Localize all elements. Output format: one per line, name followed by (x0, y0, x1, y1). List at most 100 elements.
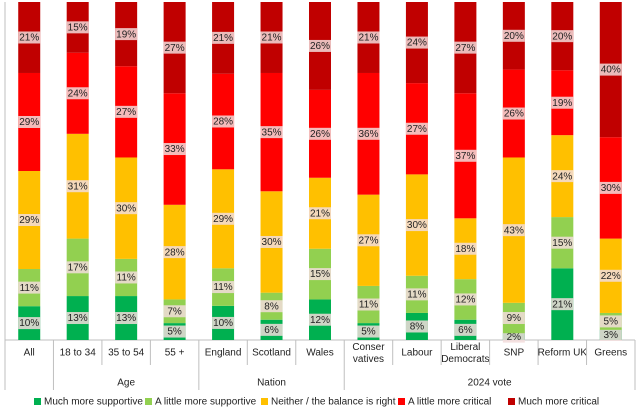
label-box (212, 316, 235, 329)
label-box (454, 149, 477, 162)
data-label: 26% (310, 41, 330, 52)
data-label: 11% (359, 300, 378, 311)
data-label: 8% (264, 301, 279, 312)
data-label: 13% (116, 313, 136, 324)
label-box (551, 30, 574, 43)
x-tick-label: Liberal Democrats (441, 342, 489, 365)
label-box (260, 235, 283, 248)
legend-swatch (398, 398, 405, 405)
x-tick-label: England (205, 348, 242, 359)
data-label: 43% (504, 225, 524, 236)
label-box (551, 236, 574, 249)
data-label: 6% (264, 325, 279, 336)
data-label: 21% (213, 33, 233, 44)
data-label: 29% (19, 117, 39, 128)
data-label: 8% (410, 322, 425, 333)
data-label: 19% (552, 98, 572, 109)
label-box (260, 31, 283, 44)
data-label: 30% (262, 237, 282, 248)
label-box (66, 180, 89, 193)
data-label: 15% (310, 269, 330, 280)
x-tick-label: Wales (306, 348, 333, 359)
data-label: 31% (68, 181, 88, 192)
data-label: 15% (68, 22, 88, 33)
data-label: 17% (68, 262, 88, 273)
x-tick-label: Labour (401, 348, 433, 359)
label-box (163, 41, 186, 54)
label-box (405, 36, 428, 49)
data-label: 5% (167, 327, 182, 338)
data-label: 27% (165, 43, 185, 54)
data-label: 7% (167, 306, 182, 317)
data-label: 6% (458, 325, 473, 336)
label-box (454, 242, 477, 255)
label-box (212, 115, 235, 128)
label-box (599, 63, 622, 76)
x-tick-label: Reform UK (538, 348, 588, 359)
label-box (551, 298, 574, 311)
label-box (66, 21, 89, 34)
label-box (260, 126, 283, 139)
label-box (212, 281, 235, 294)
label-box (18, 281, 41, 294)
label-box (357, 31, 380, 44)
legend-swatch (508, 398, 515, 405)
label-box (309, 313, 331, 326)
label-box (309, 39, 331, 52)
legend-swatch (34, 398, 41, 405)
label-box (163, 246, 186, 259)
data-label: 22% (601, 271, 621, 282)
label-box (502, 29, 525, 42)
label-box (405, 288, 428, 301)
label-box (309, 127, 331, 140)
x-tick-label: Conser vatives (352, 342, 385, 365)
data-label: 18% (455, 244, 475, 255)
label-box (163, 325, 186, 338)
label-box (163, 305, 186, 318)
data-label: 10% (19, 318, 39, 329)
label-box (357, 127, 380, 140)
label-box (357, 234, 380, 247)
data-label: 29% (213, 214, 233, 225)
data-label: 30% (116, 203, 136, 214)
data-label: 5% (361, 327, 376, 338)
x-tick-label: All (24, 348, 35, 359)
data-label: 21% (19, 33, 39, 44)
data-label: 28% (213, 117, 233, 128)
data-label: 10% (213, 318, 233, 329)
label-box (405, 122, 428, 135)
group-label: Nation (257, 378, 286, 389)
label-box (599, 328, 622, 341)
data-label: 26% (310, 129, 330, 140)
label-box (260, 323, 283, 336)
legend-label: A little more supportive (155, 397, 257, 408)
data-label: 13% (68, 313, 88, 324)
label-box (115, 271, 138, 284)
label-box (18, 214, 41, 227)
label-box (551, 170, 574, 183)
legend-label: Neither / the balance is right (271, 397, 396, 408)
data-label: 30% (601, 183, 621, 194)
data-label: 33% (165, 144, 185, 155)
label-box (405, 320, 428, 333)
data-label: 27% (116, 107, 136, 118)
label-box (66, 87, 89, 100)
label-box (405, 219, 428, 232)
label-box (18, 115, 41, 128)
label-box (454, 323, 477, 336)
data-label: 11% (20, 283, 39, 294)
label-box (18, 31, 41, 44)
label-box (502, 107, 525, 120)
data-label: 40% (601, 65, 621, 76)
label-box (66, 312, 89, 325)
label-box (357, 325, 380, 338)
data-label: 27% (407, 124, 427, 135)
data-label: 12% (310, 315, 330, 326)
label-box (115, 312, 138, 325)
legend-swatch (145, 398, 152, 405)
label-box (163, 143, 186, 156)
label-box (115, 28, 138, 41)
data-label: 2% (507, 332, 522, 343)
data-label: 5% (604, 317, 619, 328)
